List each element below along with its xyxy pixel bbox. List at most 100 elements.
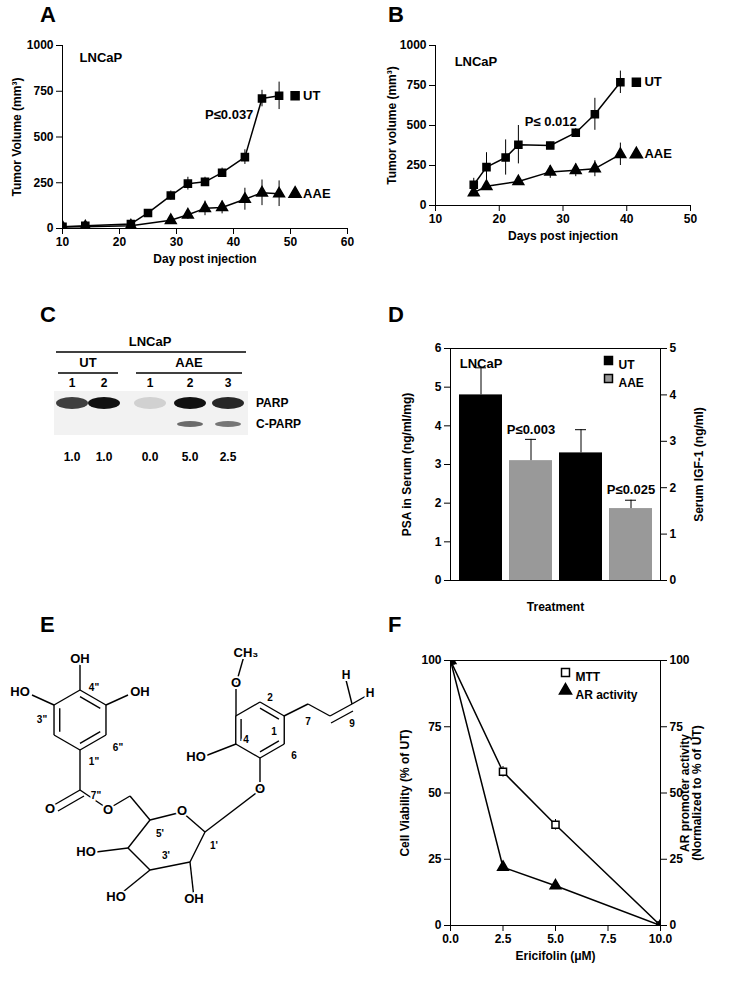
svg-text:5.0: 5.0 [182, 450, 199, 464]
svg-text:40: 40 [227, 235, 241, 249]
svg-text:6: 6 [435, 341, 442, 355]
svg-text:60: 60 [341, 235, 355, 249]
svg-text:20: 20 [113, 235, 127, 249]
svg-text:O: O [103, 802, 113, 817]
svg-text:1000: 1000 [400, 38, 427, 52]
svg-text:5: 5 [435, 380, 442, 394]
svg-text:75: 75 [428, 720, 442, 734]
svg-text:1": 1" [89, 756, 100, 767]
svg-text:H: H [366, 686, 375, 700]
svg-text:3: 3 [225, 376, 232, 390]
svg-text:3: 3 [670, 434, 677, 448]
svg-text:0: 0 [435, 918, 442, 932]
svg-text:1: 1 [69, 376, 76, 390]
svg-text:Serum IGF-1 (ng/ml): Serum IGF-1 (ng/ml) [692, 407, 706, 522]
svg-text:HO: HO [106, 889, 126, 904]
svg-text:75: 75 [670, 720, 684, 734]
svg-text:O: O [231, 675, 241, 690]
svg-text:Day post injection: Day post injection [153, 252, 256, 266]
svg-text:O: O [177, 803, 187, 818]
svg-text:OH: OH [130, 684, 150, 699]
svg-text:0.0: 0.0 [442, 932, 459, 946]
svg-text:25: 25 [428, 852, 442, 866]
svg-text:Treatment: Treatment [527, 600, 584, 614]
svg-text:UT: UT [644, 74, 661, 89]
svg-text:500: 500 [33, 130, 53, 144]
svg-text:20: 20 [493, 212, 507, 226]
svg-text:3": 3" [37, 714, 48, 725]
svg-text:AR activity: AR activity [576, 688, 638, 702]
svg-text:0: 0 [670, 573, 677, 587]
svg-text:10.0: 10.0 [649, 932, 673, 946]
svg-text:250: 250 [33, 176, 53, 190]
svg-text:HO: HO [10, 684, 30, 699]
svg-text:P≤0.037: P≤0.037 [205, 107, 253, 122]
svg-text:7": 7" [91, 790, 102, 801]
svg-text:1': 1' [210, 840, 218, 851]
svg-text:C-PARP: C-PARP [256, 417, 301, 431]
svg-text:10: 10 [56, 235, 70, 249]
svg-text:0.0: 0.0 [142, 450, 159, 464]
svg-text:HO: HO [186, 749, 206, 764]
svg-text:MTT: MTT [576, 670, 601, 684]
svg-text:AAE: AAE [303, 186, 331, 201]
svg-text:PSA in Serum (ng/ml/mg): PSA in Serum (ng/ml/mg) [400, 393, 414, 537]
svg-text:LNCaP: LNCaP [129, 334, 172, 349]
svg-text:AAE: AAE [175, 355, 203, 370]
svg-text:HO: HO [76, 844, 96, 859]
svg-text:1: 1 [435, 535, 442, 549]
svg-text:50: 50 [428, 786, 442, 800]
svg-text:LNCaP: LNCaP [460, 356, 503, 371]
svg-text:0: 0 [47, 221, 54, 235]
svg-text:2: 2 [670, 481, 677, 495]
svg-text:PARP: PARP [256, 396, 288, 410]
svg-text:3': 3' [162, 850, 170, 861]
svg-text:P≤0.003: P≤0.003 [507, 422, 555, 437]
svg-text:2: 2 [435, 496, 442, 510]
svg-text:7: 7 [305, 716, 311, 727]
svg-text:1.0: 1.0 [96, 450, 113, 464]
svg-text:OH: OH [184, 891, 204, 906]
svg-text:25: 25 [670, 852, 684, 866]
svg-text:LNCaP: LNCaP [80, 50, 123, 65]
svg-text:100: 100 [421, 653, 441, 667]
svg-text:4: 4 [435, 419, 442, 433]
svg-text:Tumor volume (mm³): Tumor volume (mm³) [385, 66, 399, 184]
svg-text:1000: 1000 [27, 38, 54, 52]
svg-text:Days post injection: Days post injection [508, 229, 618, 243]
svg-text:6: 6 [291, 750, 297, 761]
svg-text:2: 2 [101, 376, 108, 390]
svg-text:5.0: 5.0 [547, 932, 564, 946]
svg-text:O: O [255, 781, 265, 796]
svg-text:7.5: 7.5 [600, 932, 617, 946]
svg-text:1: 1 [670, 527, 677, 541]
svg-text:H: H [342, 668, 351, 682]
svg-text:3: 3 [435, 457, 442, 471]
svg-text:750: 750 [33, 84, 53, 98]
svg-text:9: 9 [349, 718, 355, 729]
svg-text:Cell Viability (% of UT): Cell Viability (% of UT) [398, 729, 412, 856]
svg-text:5: 5 [670, 341, 677, 355]
svg-text:0: 0 [435, 573, 442, 587]
svg-text:750: 750 [406, 78, 426, 92]
svg-text:5': 5' [156, 828, 164, 839]
svg-text:2.5: 2.5 [495, 932, 512, 946]
svg-text:4: 4 [243, 734, 249, 745]
svg-text:UT: UT [619, 358, 636, 372]
svg-text:100: 100 [670, 653, 690, 667]
svg-text:UT: UT [79, 355, 96, 370]
svg-text:50: 50 [684, 212, 698, 226]
svg-text:10: 10 [429, 212, 443, 226]
svg-text:CH₃: CH₃ [234, 645, 259, 660]
svg-text:1: 1 [147, 376, 154, 390]
svg-text:30: 30 [556, 212, 570, 226]
svg-text:O: O [45, 801, 55, 816]
svg-text:500: 500 [406, 118, 426, 132]
svg-text:1: 1 [271, 726, 277, 737]
svg-text:P≤0.025: P≤0.025 [607, 482, 655, 497]
svg-text:AR promoter activity(Normalize: AR promoter activity(Normalized to % of … [678, 725, 704, 860]
svg-text:4": 4" [89, 682, 100, 693]
svg-text:LNCaP: LNCaP [455, 54, 498, 69]
svg-text:P≤ 0.012: P≤ 0.012 [525, 114, 577, 129]
svg-text:0: 0 [670, 918, 677, 932]
